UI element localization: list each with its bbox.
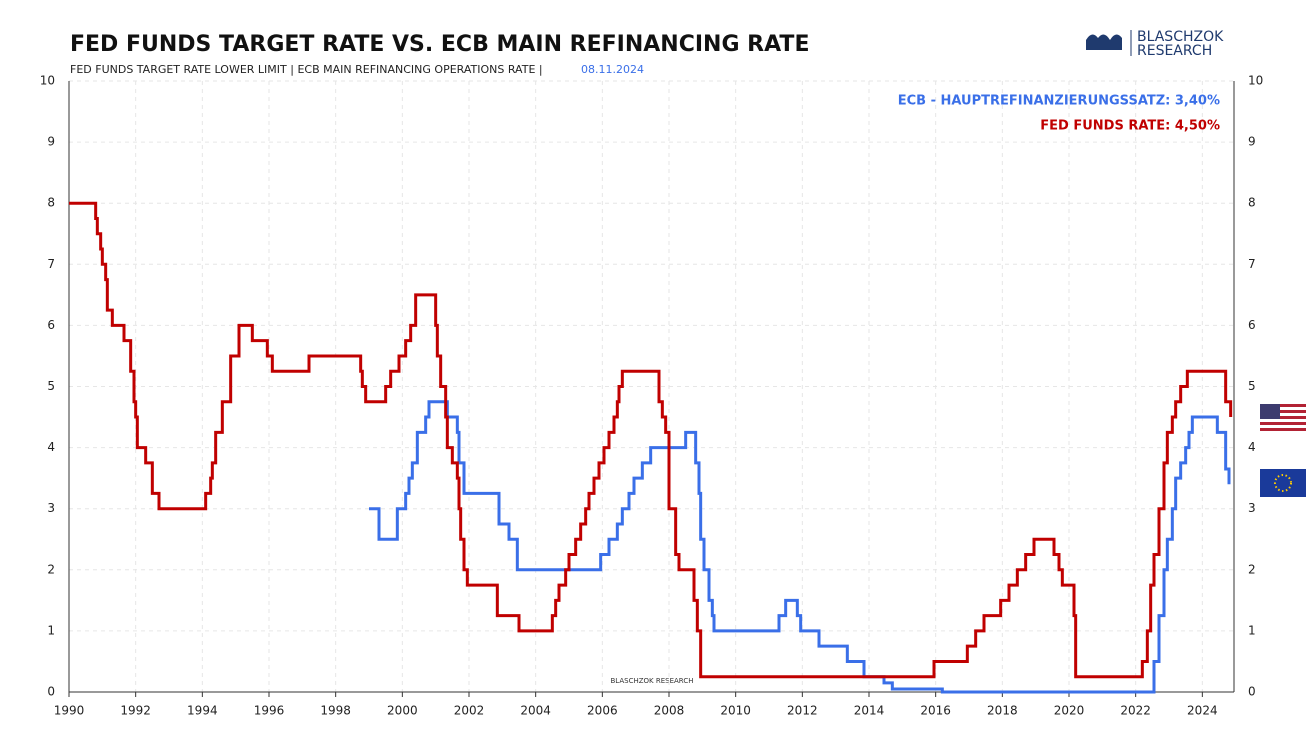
flag-stripe	[1260, 410, 1306, 413]
x-tick-label: 1990	[54, 704, 85, 718]
x-tick-label: 1992	[120, 704, 151, 718]
logo-icon	[1086, 34, 1122, 50]
y2-tick-label: 9	[1248, 135, 1256, 149]
y2-tick-label: 3	[1248, 501, 1256, 515]
y2-tick-label: 1	[1248, 623, 1256, 637]
line	[69, 201, 1233, 679]
chart-title: FED FUNDS TARGET RATE VS. ECB MAIN REFIN…	[70, 32, 809, 57]
flag-bg	[1260, 469, 1306, 497]
legend-label: ECB - HAUPTREFINANZIERUNGSSATZ: 3,40%	[898, 94, 1220, 109]
x-tick-label: 2014	[854, 704, 885, 718]
x-tick-label: 2024	[1187, 704, 1218, 718]
x-tick-label: 2006	[587, 704, 618, 718]
y-tick-label: 6	[47, 318, 55, 332]
y2-tick-label: 2	[1248, 562, 1256, 576]
x-tick-label: 2004	[520, 704, 551, 718]
x-tick-label: 1994	[187, 704, 218, 718]
logo-text: RESEARCH	[1137, 43, 1212, 59]
x-tick-label: 2000	[387, 704, 418, 718]
y-tick-label: 7	[47, 257, 55, 271]
y2-tick-label: 6	[1248, 318, 1256, 332]
flag-stripe	[1260, 416, 1306, 419]
x-tick-label: 2022	[1120, 704, 1151, 718]
x-tick-label: 2018	[987, 704, 1018, 718]
x-tick-label: 2012	[787, 704, 818, 718]
chart-subtitle: FED FUNDS TARGET RATE LOWER LIMIT | ECB …	[70, 63, 543, 76]
chart-date: 08.11.2024	[581, 63, 644, 76]
y-tick-label: 0	[47, 685, 55, 699]
y2-tick-label: 5	[1248, 379, 1256, 393]
y2-tick-label: 4	[1248, 440, 1256, 454]
flag-stars	[1274, 474, 1292, 492]
y-tick-label: 10	[40, 74, 55, 88]
logo: BLASCHZOK RESEARCH	[1086, 29, 1224, 59]
y-tick-label: 9	[47, 135, 55, 149]
flag-stripe	[1260, 422, 1306, 425]
y2-tick-label: 8	[1248, 196, 1256, 210]
x-tick-label: 1998	[320, 704, 351, 718]
logo-text: BLASCHZOK	[1137, 29, 1224, 45]
y-tick-label: 3	[47, 501, 55, 515]
y2-tick-label: 7	[1248, 257, 1256, 271]
y-tick-label: 1	[47, 623, 55, 637]
x-tick-label: 2020	[1054, 704, 1085, 718]
x-tick-label: 2016	[920, 704, 951, 718]
x-tick-label: 2002	[454, 704, 485, 718]
y-tick-label: 5	[47, 379, 55, 393]
flag-canton	[1260, 404, 1280, 419]
y-tick-label: 4	[47, 440, 55, 454]
x-tick-label: 2008	[654, 704, 685, 718]
flag-stripe	[1260, 404, 1306, 407]
flag-us	[1260, 404, 1306, 432]
x-tick-label: 2010	[720, 704, 751, 718]
y2-tick-label: 10	[1248, 74, 1263, 88]
y-tick-label: 2	[47, 562, 55, 576]
x-tick-label: 1996	[254, 704, 285, 718]
flag-stripe	[1260, 428, 1306, 431]
legend-label: FED FUNDS RATE: 4,50%	[1040, 119, 1220, 134]
flag-eu	[1260, 469, 1306, 497]
y2-tick-label: 0	[1248, 685, 1256, 699]
y-tick-label: 8	[47, 196, 55, 210]
watermark: BLASCHZOK RESEARCH	[611, 677, 694, 685]
line	[369, 400, 1231, 694]
